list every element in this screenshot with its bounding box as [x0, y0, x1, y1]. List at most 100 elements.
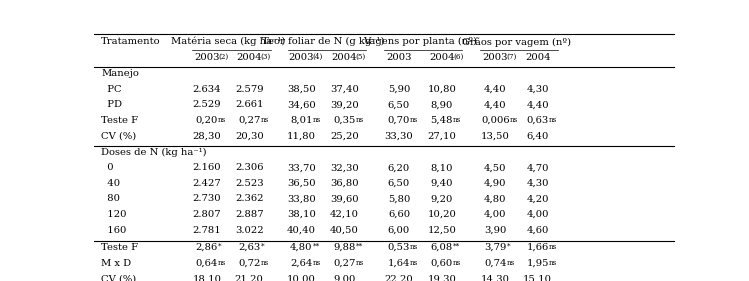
- Text: 0,64: 0,64: [195, 259, 218, 268]
- Text: 18,10: 18,10: [192, 274, 221, 281]
- Text: 2.730: 2.730: [192, 194, 221, 203]
- Text: 4,40: 4,40: [484, 100, 506, 109]
- Text: 8,10: 8,10: [431, 163, 453, 172]
- Text: Teste F: Teste F: [101, 243, 139, 252]
- Text: 1,66: 1,66: [527, 243, 549, 252]
- Text: 0,72: 0,72: [238, 259, 261, 268]
- Text: ns: ns: [410, 259, 419, 267]
- Text: 2003: 2003: [386, 53, 412, 62]
- Text: 36,80: 36,80: [330, 179, 359, 188]
- Text: 39,60: 39,60: [330, 194, 359, 203]
- Text: ns: ns: [356, 116, 364, 124]
- Text: ns: ns: [312, 116, 321, 124]
- Text: 4,80: 4,80: [484, 194, 506, 203]
- Text: 9,20: 9,20: [431, 194, 453, 203]
- Text: 2004: 2004: [429, 53, 455, 62]
- Text: 5,80: 5,80: [388, 194, 410, 203]
- Text: 6,20: 6,20: [388, 163, 410, 172]
- Text: (3): (3): [261, 53, 270, 60]
- Text: ns: ns: [549, 243, 557, 251]
- Text: ns: ns: [509, 116, 518, 124]
- Text: 6,00: 6,00: [388, 226, 410, 235]
- Text: 4,80: 4,80: [290, 243, 312, 252]
- Text: 2003: 2003: [194, 53, 219, 62]
- Text: 2,64: 2,64: [291, 259, 312, 268]
- Text: 10,20: 10,20: [428, 210, 456, 219]
- Text: (6): (6): [453, 53, 464, 60]
- Text: 10,80: 10,80: [428, 85, 456, 94]
- Text: **: **: [356, 243, 363, 251]
- Text: 4,70: 4,70: [527, 163, 549, 172]
- Text: 2003: 2003: [482, 53, 508, 62]
- Text: 42,10: 42,10: [330, 210, 359, 219]
- Text: 6,08: 6,08: [431, 243, 453, 252]
- Text: 4,30: 4,30: [527, 85, 549, 94]
- Text: 22,20: 22,20: [384, 274, 413, 281]
- Text: ns: ns: [218, 116, 226, 124]
- Text: 2.781: 2.781: [192, 226, 221, 235]
- Text: **: **: [453, 243, 461, 251]
- Text: 0,35: 0,35: [333, 116, 356, 125]
- Text: 80: 80: [101, 194, 120, 203]
- Text: 0,27: 0,27: [238, 116, 261, 125]
- Text: 3,79: 3,79: [484, 243, 506, 252]
- Text: 2,86: 2,86: [195, 243, 218, 252]
- Text: Doses de N (kg ha⁻¹): Doses de N (kg ha⁻¹): [101, 148, 207, 157]
- Text: 9,40: 9,40: [431, 179, 453, 188]
- Text: 0,006: 0,006: [481, 116, 509, 125]
- Text: 37,40: 37,40: [330, 85, 359, 94]
- Text: ns: ns: [312, 259, 321, 267]
- Text: 2.807: 2.807: [192, 210, 221, 219]
- Text: CV (%): CV (%): [101, 132, 136, 140]
- Text: 2.160: 2.160: [192, 163, 221, 172]
- Text: 2.887: 2.887: [235, 210, 264, 219]
- Text: ns: ns: [549, 116, 557, 124]
- Text: PD: PD: [101, 100, 122, 109]
- Text: (7): (7): [506, 53, 517, 60]
- Text: 0,53: 0,53: [388, 243, 410, 252]
- Text: **: **: [312, 243, 320, 251]
- Text: ns: ns: [261, 259, 269, 267]
- Text: 4,20: 4,20: [527, 194, 549, 203]
- Text: ns: ns: [410, 116, 419, 124]
- Text: Teor foliar de N (g kg⁻¹): Teor foliar de N (g kg⁻¹): [261, 37, 384, 46]
- Text: 5,90: 5,90: [388, 85, 410, 94]
- Text: 2004: 2004: [525, 53, 551, 62]
- Text: 1,95: 1,95: [527, 259, 549, 268]
- Text: 0,74: 0,74: [484, 259, 506, 268]
- Text: *: *: [261, 243, 264, 251]
- Text: Matéria seca (kg ha⁻¹): Matéria seca (kg ha⁻¹): [171, 37, 285, 46]
- Text: 9,88: 9,88: [333, 243, 356, 252]
- Text: Vagens por planta (nº): Vagens por planta (nº): [363, 37, 477, 46]
- Text: 11,80: 11,80: [287, 132, 316, 140]
- Text: 38,10: 38,10: [287, 210, 316, 219]
- Text: 2.579: 2.579: [235, 85, 264, 94]
- Text: Manejo: Manejo: [101, 69, 139, 78]
- Text: 4,30: 4,30: [527, 179, 549, 188]
- Text: 38,50: 38,50: [287, 85, 316, 94]
- Text: 0,70: 0,70: [388, 116, 410, 125]
- Text: 2004: 2004: [332, 53, 357, 62]
- Text: 6,50: 6,50: [388, 100, 410, 109]
- Text: 4,50: 4,50: [484, 163, 506, 172]
- Text: 4,90: 4,90: [484, 179, 506, 188]
- Text: 3,90: 3,90: [484, 226, 506, 235]
- Text: 9,00: 9,00: [333, 274, 356, 281]
- Text: Teste F: Teste F: [101, 116, 139, 125]
- Text: 21,20: 21,20: [234, 274, 264, 281]
- Text: 33,30: 33,30: [384, 132, 413, 140]
- Text: 8,90: 8,90: [431, 100, 453, 109]
- Text: 36,50: 36,50: [287, 179, 316, 188]
- Text: ns: ns: [549, 259, 557, 267]
- Text: 0,63: 0,63: [527, 116, 549, 125]
- Text: ns: ns: [356, 259, 364, 267]
- Text: 13,50: 13,50: [481, 132, 510, 140]
- Text: 15,10: 15,10: [524, 274, 552, 281]
- Text: Grãos por vagem (nº): Grãos por vagem (nº): [461, 37, 571, 47]
- Text: ns: ns: [218, 259, 226, 267]
- Text: 2.529: 2.529: [192, 100, 221, 109]
- Text: 19,30: 19,30: [428, 274, 456, 281]
- Text: 0,27: 0,27: [333, 259, 356, 268]
- Text: 14,30: 14,30: [481, 274, 510, 281]
- Text: M x D: M x D: [101, 259, 131, 268]
